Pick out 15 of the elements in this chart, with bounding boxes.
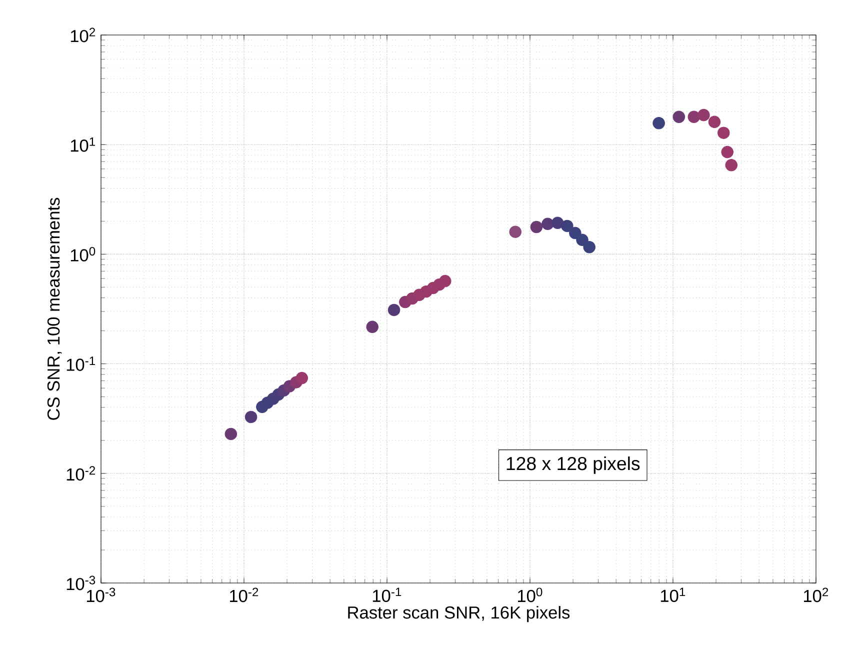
y-tick-label: 10$^{-3}$	[66, 576, 96, 590]
x-tick-label: 10$^{1}$	[660, 588, 686, 602]
annotation: 128 x 128 pixels	[506, 456, 640, 474]
y-axis-title: CS SNR, 100 measurements	[47, 198, 62, 420]
y-tick-label: 10$^{-2}$	[66, 466, 96, 481]
x-tick-label: 10$^{-1}$	[372, 588, 402, 602]
x-tick-label: 10$^{0}$	[518, 588, 542, 602]
y-tick-label: 10$^{0}$	[70, 246, 96, 262]
y-tick-label: 10$^{2}$	[70, 28, 96, 42]
x-axis-title: Raster scan SNR, 16K pixels	[348, 606, 570, 622]
y-tick-label: 10$^{1}$	[70, 137, 96, 152]
x-tick-label: 10$^{-2}$	[230, 588, 258, 602]
x-tick-label: 10$^{2}$	[804, 588, 828, 602]
x-tick-label: 10$^{-3}$	[86, 588, 116, 602]
y-tick-label: 10$^{-1}$	[66, 356, 96, 371]
